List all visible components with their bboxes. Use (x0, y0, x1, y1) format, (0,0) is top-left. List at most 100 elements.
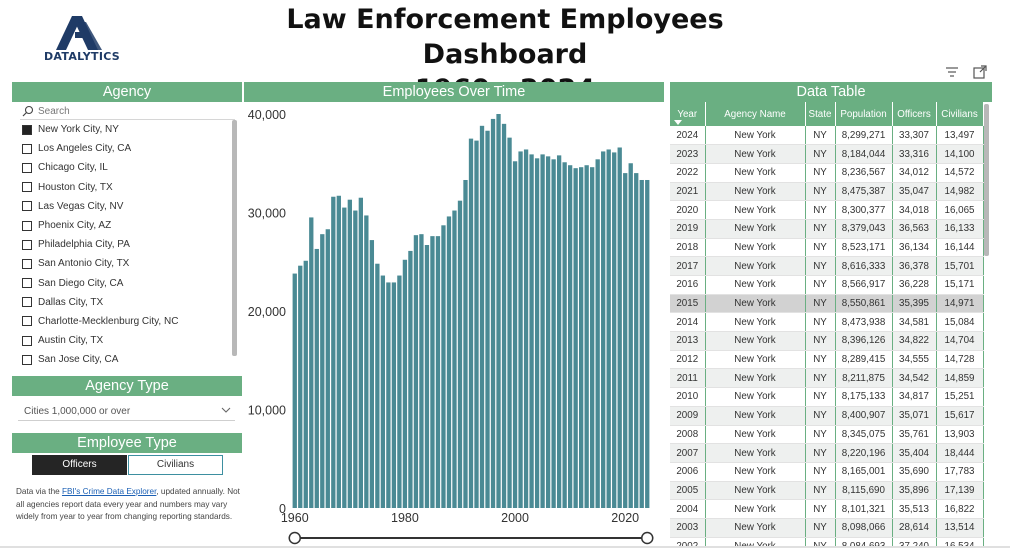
bar[interactable] (534, 158, 540, 508)
table-row[interactable]: 2011 New York NY 8,211,875 34,542 14,859 (670, 368, 984, 389)
table-row[interactable]: 2006 New York NY 8,165,001 35,690 17,783 (670, 462, 984, 482)
agency-checkbox[interactable] (22, 182, 32, 193)
agency-option[interactable]: Houston City, TX (22, 178, 230, 197)
bar[interactable] (397, 275, 402, 508)
bar[interactable] (556, 155, 562, 508)
agency-checkbox[interactable] (22, 201, 32, 212)
bar[interactable] (529, 154, 534, 508)
agency-option[interactable]: San Antonio City, TX (22, 254, 230, 273)
agency-checkbox[interactable] (22, 258, 32, 269)
table-row[interactable]: 2015 New York NY 8,550,861 35,395 14,971 (670, 294, 984, 314)
column-header[interactable]: State (805, 102, 836, 126)
bar[interactable] (369, 240, 375, 508)
table-row[interactable]: 2007 New York NY 8,220,196 35,404 18,444 (670, 443, 984, 463)
bar[interactable] (325, 229, 330, 508)
table-scrollbar[interactable] (984, 104, 989, 256)
bar[interactable] (314, 248, 319, 508)
table-row[interactable]: 2010 New York NY 8,175,133 34,817 15,251 (670, 387, 984, 407)
bar[interactable] (413, 235, 419, 508)
agency-option[interactable]: Chicago City, IL (22, 158, 230, 177)
bar[interactable] (419, 234, 424, 509)
year-range-start-handle[interactable] (288, 531, 302, 545)
bar[interactable] (612, 152, 617, 508)
table-row[interactable]: 2018 New York NY 8,523,171 36,134 16,144 (670, 238, 984, 258)
officers-toggle[interactable]: Officers (32, 455, 127, 475)
table-row[interactable]: 2013 New York NY 8,396,126 34,822 14,704 (670, 331, 984, 351)
table-row[interactable]: 2003 New York NY 8,098,066 28,614 13,514 (670, 518, 984, 538)
table-row[interactable]: 2002 New York NY 8,084,693 37,240 16,534 (670, 537, 984, 548)
agency-checkbox[interactable] (22, 239, 32, 250)
bar[interactable] (424, 245, 430, 508)
bar[interactable] (507, 137, 512, 508)
bar[interactable] (634, 173, 639, 508)
bar[interactable] (375, 263, 380, 508)
column-header[interactable]: Year (670, 102, 706, 126)
agency-option[interactable]: Las Vegas City, NV (22, 197, 230, 216)
bar[interactable] (601, 151, 606, 508)
table-row[interactable]: 2021 New York NY 8,475,387 35,047 14,982 (670, 182, 984, 202)
bar[interactable] (485, 130, 490, 508)
bar[interactable] (364, 215, 369, 508)
table-row[interactable]: 2009 New York NY 8,400,907 35,071 15,617 (670, 406, 984, 426)
agency-option[interactable]: San Jose City, CA (22, 350, 230, 369)
bar[interactable] (320, 234, 325, 509)
bar[interactable] (336, 195, 341, 508)
bar[interactable] (545, 156, 551, 509)
bar[interactable] (358, 197, 363, 508)
bar[interactable] (595, 159, 600, 508)
table-row[interactable]: 2022 New York NY 8,236,567 34,012 14,572 (670, 163, 984, 183)
bar[interactable] (386, 282, 391, 508)
table-row[interactable]: 2005 New York NY 8,115,690 35,896 17,139 (670, 481, 984, 501)
bar[interactable] (402, 259, 408, 508)
bar[interactable] (512, 161, 518, 508)
focus-mode-icon[interactable] (972, 64, 988, 80)
bar[interactable] (590, 167, 595, 508)
bar[interactable] (518, 151, 523, 508)
column-header[interactable]: Officers (892, 102, 937, 126)
bar[interactable] (353, 210, 358, 508)
table-row[interactable]: 2023 New York NY 8,184,044 33,316 14,100 (670, 144, 984, 164)
year-range-end-handle[interactable] (640, 531, 654, 545)
agency-option[interactable]: San Diego City, CA (22, 274, 230, 293)
bar[interactable] (463, 179, 468, 508)
table-row[interactable]: 2020 New York NY 8,300,377 34,018 16,065 (670, 200, 984, 220)
bar[interactable] (347, 199, 352, 508)
bar[interactable] (474, 140, 479, 508)
bar[interactable] (523, 149, 529, 508)
bar[interactable] (496, 114, 501, 508)
bar[interactable] (639, 179, 644, 508)
bar[interactable] (303, 260, 308, 508)
fbi-crime-data-link[interactable]: FBI's Crime Data Explorer (61, 487, 157, 496)
bar[interactable] (584, 165, 589, 508)
bar[interactable] (408, 250, 413, 509)
agency-checkbox[interactable] (22, 124, 32, 135)
bar[interactable] (551, 159, 556, 508)
table-row[interactable]: 2024 New York NY 8,299,271 33,307 13,497 (670, 126, 984, 146)
bar[interactable] (380, 275, 386, 508)
bar[interactable] (617, 147, 622, 509)
agency-option[interactable]: Austin City, TX (22, 331, 230, 350)
agency-checkbox[interactable] (22, 220, 32, 231)
table-row[interactable]: 2016 New York NY 8,566,917 36,228 15,171 (670, 275, 984, 295)
column-header[interactable]: Civilians (936, 102, 984, 126)
bar[interactable] (562, 162, 567, 508)
agency-checkbox[interactable] (22, 162, 32, 173)
bar[interactable] (628, 163, 633, 508)
bar[interactable] (468, 138, 474, 508)
table-row[interactable]: 2017 New York NY 8,616,333 36,378 15,701 (670, 256, 984, 276)
agency-option[interactable]: Los Angeles City, CA (22, 139, 230, 158)
civilians-toggle[interactable]: Civilians (128, 455, 223, 475)
agency-option[interactable]: New York City, NY (22, 120, 230, 139)
agency-checkbox[interactable] (22, 354, 32, 365)
agency-checkbox[interactable] (22, 335, 32, 346)
bar[interactable] (490, 118, 496, 509)
bar[interactable] (579, 167, 584, 508)
agency-checkbox[interactable] (22, 278, 32, 289)
table-row[interactable]: 2008 New York NY 8,345,075 35,761 13,903 (670, 425, 984, 445)
bar[interactable] (446, 216, 452, 508)
bar[interactable] (623, 173, 628, 508)
bar[interactable] (457, 200, 463, 508)
agency-search[interactable]: Search (20, 103, 235, 120)
table-row[interactable]: 2004 New York NY 8,101,321 35,513 16,822 (670, 499, 984, 519)
agency-option[interactable]: Phoenix City, AZ (22, 216, 230, 235)
